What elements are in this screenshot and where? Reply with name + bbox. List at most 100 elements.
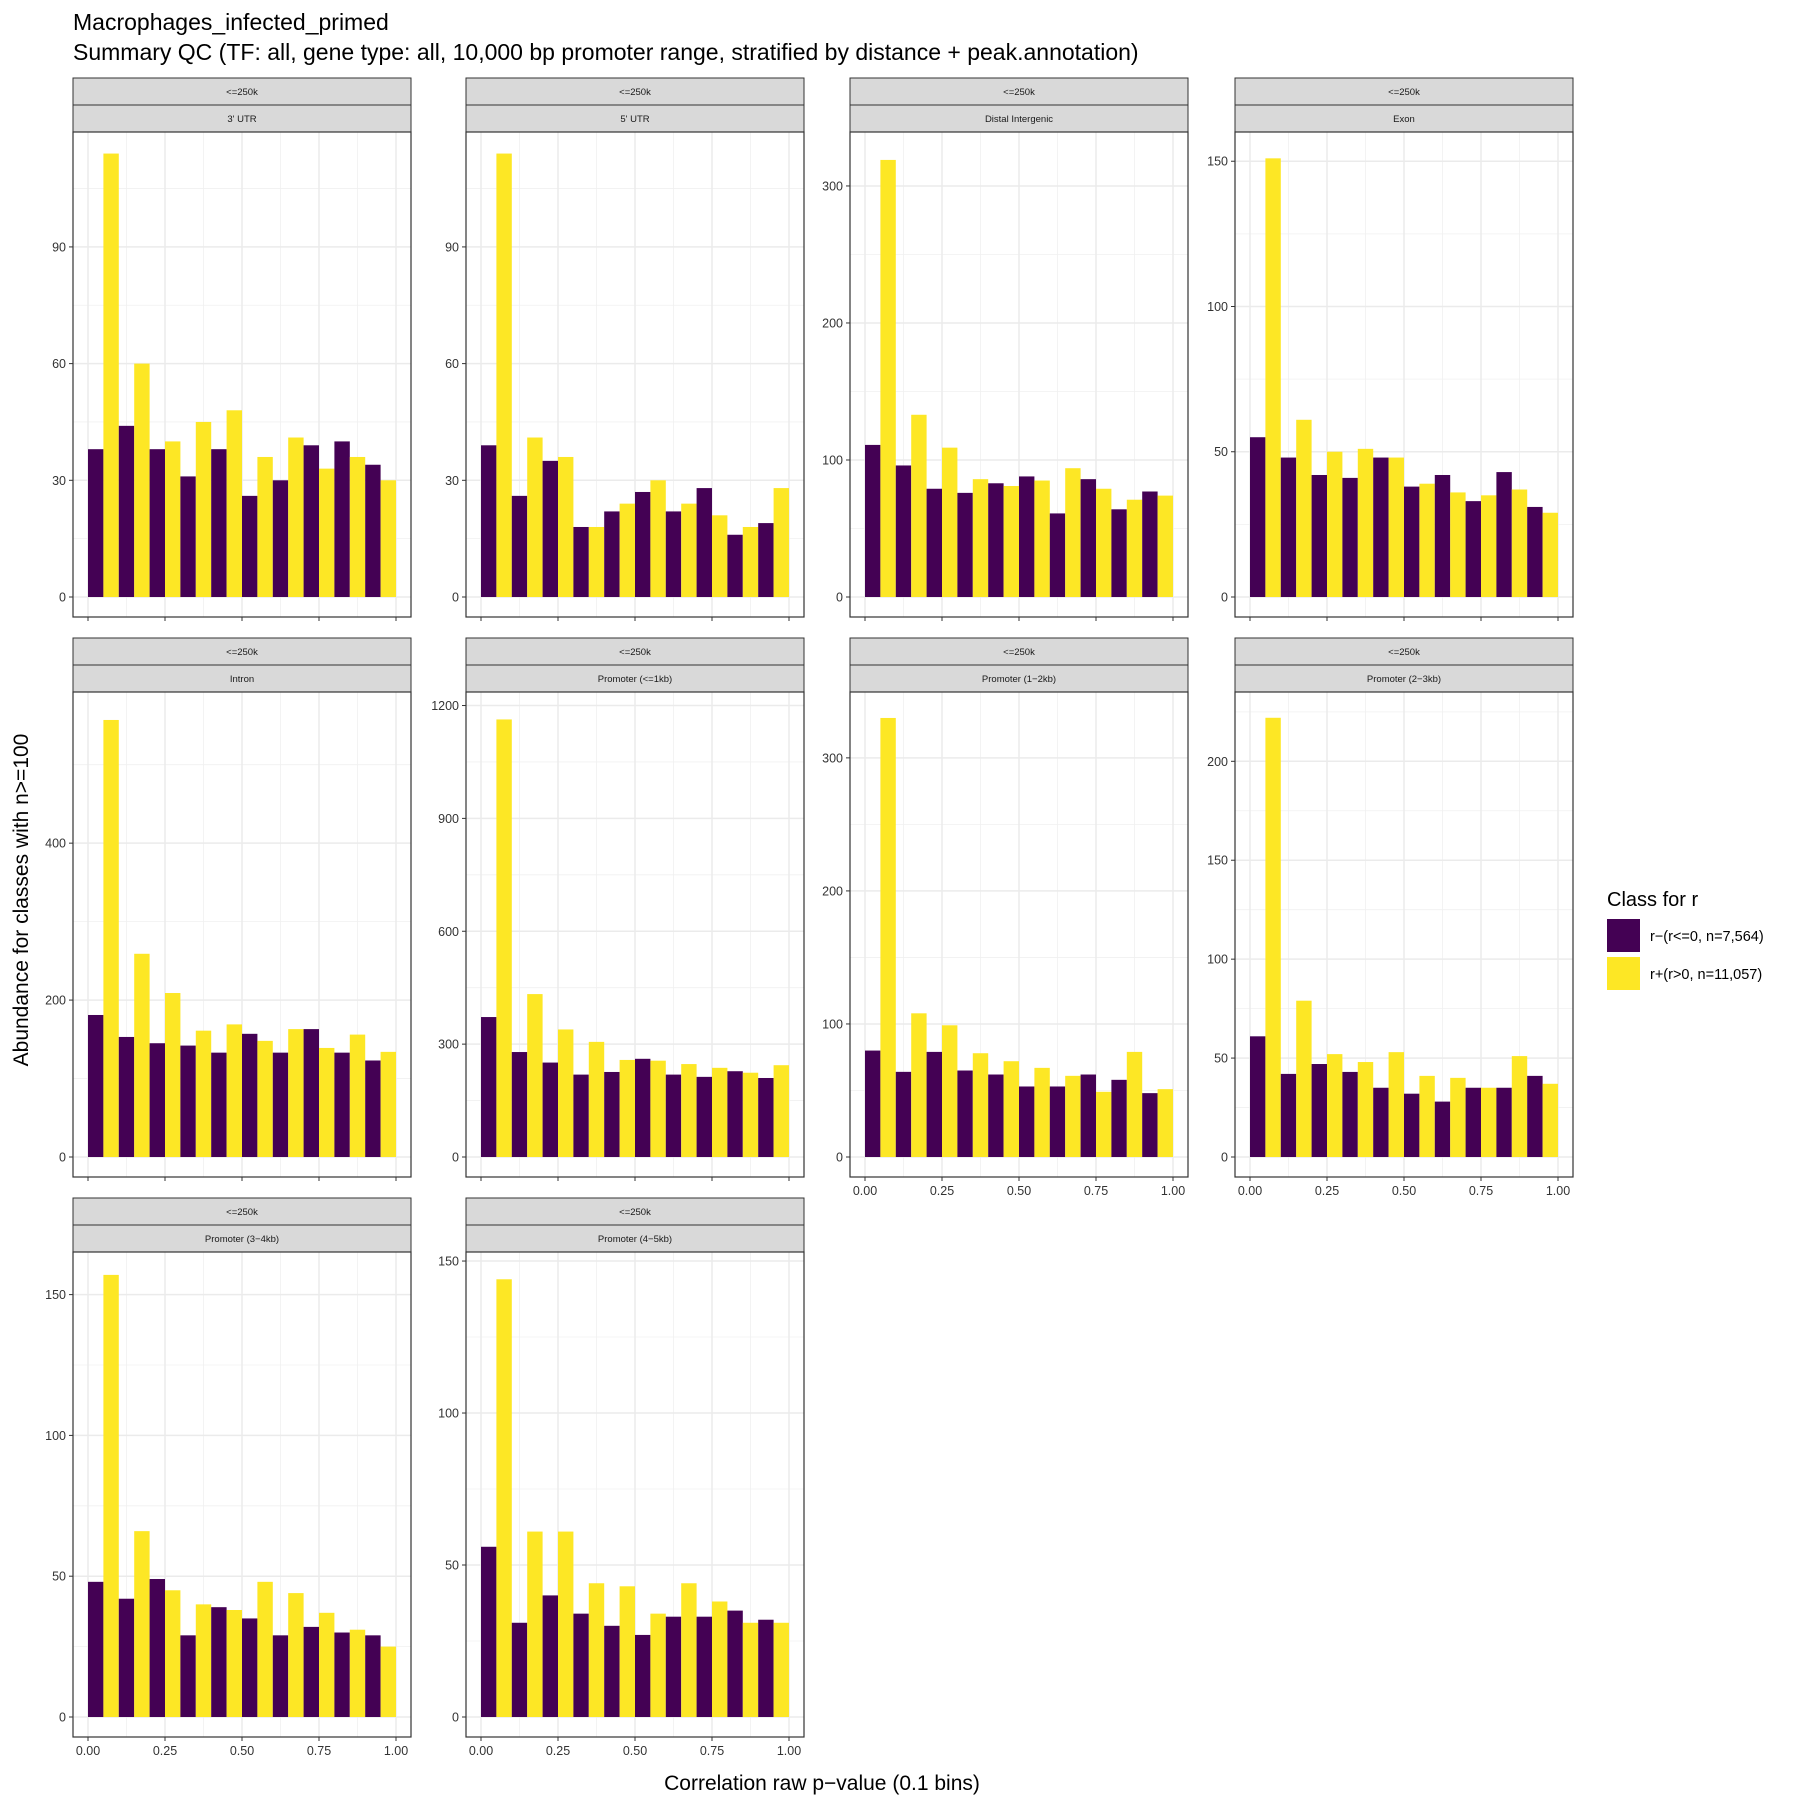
bar-r-pos [1126,499,1143,597]
bar-r-neg [303,445,319,597]
bar-r-pos [226,410,242,597]
bar-r-neg [926,488,942,597]
y-tick-label: 30 [52,474,66,488]
bar-r-pos [1419,1075,1435,1157]
y-tick-label: 1200 [431,699,459,713]
bar-r-neg [957,492,973,597]
bar-r-neg [604,1625,620,1717]
bar-r-neg [180,476,196,597]
bar-r-pos [1481,1087,1497,1157]
bar-r-neg [211,449,227,597]
y-tick-label: 50 [52,1570,66,1584]
bar-r-pos [1265,717,1281,1157]
bar-r-neg [1373,457,1389,597]
bar-r-neg [665,511,682,597]
bar-r-pos [880,159,896,597]
bar-r-pos [1450,1077,1466,1157]
y-tick-label: 100 [1207,300,1228,314]
bar-r-neg [1019,1086,1035,1157]
bar-r-pos [650,1613,666,1717]
bar-r-pos [1542,1083,1558,1157]
bar-r-pos [588,1583,605,1717]
y-tick-label: 150 [1207,155,1228,169]
bar-r-neg [149,1043,165,1157]
bar-r-neg [303,1029,319,1157]
bar-r-pos [1003,1061,1019,1157]
x-tick-label: 0.25 [1315,1184,1339,1198]
bar-r-neg [758,1619,774,1717]
bar-r-neg [542,460,558,597]
facet-panel-4: <=250k Exon 0 50 100 150 [1207,77,1574,621]
bar-r-neg [88,1581,104,1717]
strip-distance-bg [465,77,805,106]
bar-r-pos [773,1065,789,1157]
y-tick-label: 50 [1214,445,1228,459]
bar-r-neg [1280,457,1297,597]
bar-r-pos [1034,1067,1050,1157]
bar-r-neg [635,491,651,597]
strip-annotation-bg [72,664,412,693]
bar-r-pos [257,1040,273,1157]
bar-r-pos [165,1590,181,1717]
strip-annotation-bg [465,1224,805,1253]
facet-panel-8: <=250k Promoter (2−3kb) 0 50 100 150 200 0.00 0.… [1207,637,1574,1198]
bar-r-pos [380,1646,396,1717]
bar-r-neg [1342,1071,1358,1157]
bar-r-pos [942,1025,958,1157]
bar-r-neg [1311,1064,1327,1157]
y-tick-label: 0 [59,591,66,605]
bar-r-pos [195,1604,212,1717]
legend-label-pos: r+(r>0, n=11,057) [1650,967,1762,983]
bar-r-pos [942,447,958,597]
y-tick-label: 50 [445,1559,459,1573]
bar-r-neg [727,534,743,597]
bar-r-pos [712,1601,728,1717]
bar-r-neg [865,1050,881,1157]
strip-distance-label: <=250k [619,647,651,658]
bar-r-pos [1327,451,1343,597]
bar-r-neg [604,511,620,597]
bar-r-pos [619,1586,635,1717]
bar-r-neg [511,1052,528,1157]
bar-r-neg [118,425,135,597]
bar-r-neg [365,1635,381,1717]
bar-r-pos [588,1041,605,1157]
bar-r-neg [1311,474,1327,597]
y-tick-label: 0 [452,1151,459,1165]
bar-r-pos [1003,486,1019,597]
bar-r-pos [319,468,335,597]
bar-r-neg [895,1071,912,1157]
strip-annotation-label: Promoter (2−3kb) [1367,674,1441,685]
strip-annotation-bg [849,664,1189,693]
strip-annotation-bg [465,104,805,133]
bar-r-pos [1419,483,1435,597]
bar-r-neg [88,1014,104,1157]
strip-distance-label: <=250k [619,87,651,98]
bar-r-pos [1511,1056,1528,1157]
bar-r-pos [1542,512,1558,597]
bar-r-neg [1111,509,1127,597]
x-tick-label: 1.00 [1161,1184,1185,1198]
x-tick-label: 0.25 [546,1744,570,1758]
bar-r-neg [573,1074,589,1157]
y-tick-label: 600 [438,925,459,939]
bar-r-neg [1373,1087,1389,1157]
bar-r-pos [650,1060,666,1157]
y-tick-label: 900 [438,812,459,826]
x-tick-label: 0.00 [1238,1184,1262,1198]
bar-r-neg [696,1076,712,1157]
y-tick-label: 0 [836,1151,843,1165]
bar-r-pos [165,993,181,1157]
strip-distance-label: <=250k [226,647,258,658]
strip-distance-bg [72,77,412,106]
y-tick-label: 300 [822,179,843,193]
bar-r-neg [1527,1075,1543,1157]
bar-r-pos [742,526,759,597]
strip-annotation-bg [72,1224,412,1253]
strip-annotation-label: Exon [1393,114,1415,125]
bar-r-pos [195,1030,212,1157]
y-tick-label: 100 [822,1017,843,1031]
bar-r-neg [242,1033,258,1157]
bar-r-pos [1296,419,1312,597]
bar-r-neg [696,488,712,597]
